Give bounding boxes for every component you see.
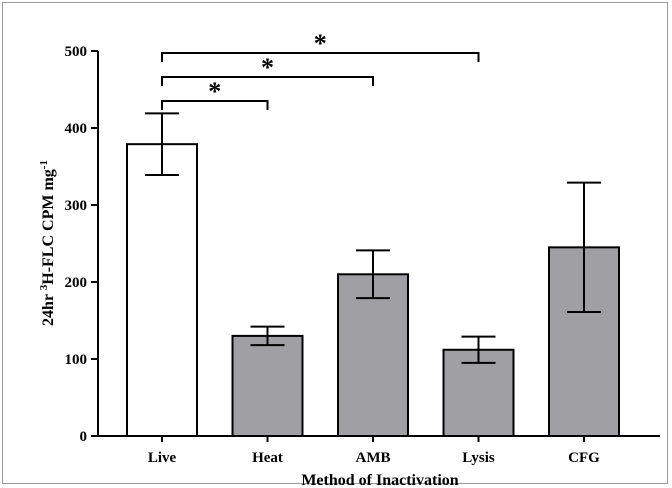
significance-bracket (161, 100, 269, 110)
y-tick-label: 500 (65, 44, 88, 60)
y-axis-title-prefix: 24hr (40, 290, 57, 326)
significance-brackets: * * * (161, 29, 480, 110)
x-tick-label: AMB (356, 450, 391, 466)
bar-amb (337, 273, 409, 437)
bar-heat (231, 334, 304, 437)
x-tick-label: Lysis (462, 450, 495, 466)
y-axis: 0 100 200 300 400 500 (65, 44, 99, 445)
significance-bracket (161, 52, 480, 62)
y-axis-title-sup1: 3 (38, 284, 50, 290)
bars (126, 143, 620, 438)
significance-marker: * (208, 77, 221, 106)
x-tick-label: Live (148, 450, 177, 466)
bar-cfg (548, 246, 620, 437)
x-axis: Live Heat AMB Lysis CFG (98, 435, 660, 466)
significance-marker: * (261, 53, 274, 82)
y-tick-label: 100 (65, 352, 88, 368)
y-tick-label: 200 (65, 275, 88, 291)
y-axis-title: 24hr 3H-FLC CPM mg-1 (38, 160, 57, 326)
error-bars (145, 112, 601, 364)
y-tick-label: 300 (65, 198, 88, 214)
x-tick-label: CFG (568, 450, 600, 466)
bar-lysis (442, 348, 515, 438)
bar-live (126, 143, 198, 437)
significance-bracket (161, 76, 374, 86)
x-axis-title: Method of Inactivation (301, 472, 458, 488)
y-tick-label: 400 (65, 121, 88, 137)
y-axis-title-sup2: -1 (38, 160, 50, 169)
y-tick-label: 0 (80, 429, 88, 445)
significance-marker: * (314, 29, 327, 58)
y-axis-title-mid: H-FLC CPM mg (40, 169, 57, 285)
x-tick-label: Heat (252, 450, 283, 466)
